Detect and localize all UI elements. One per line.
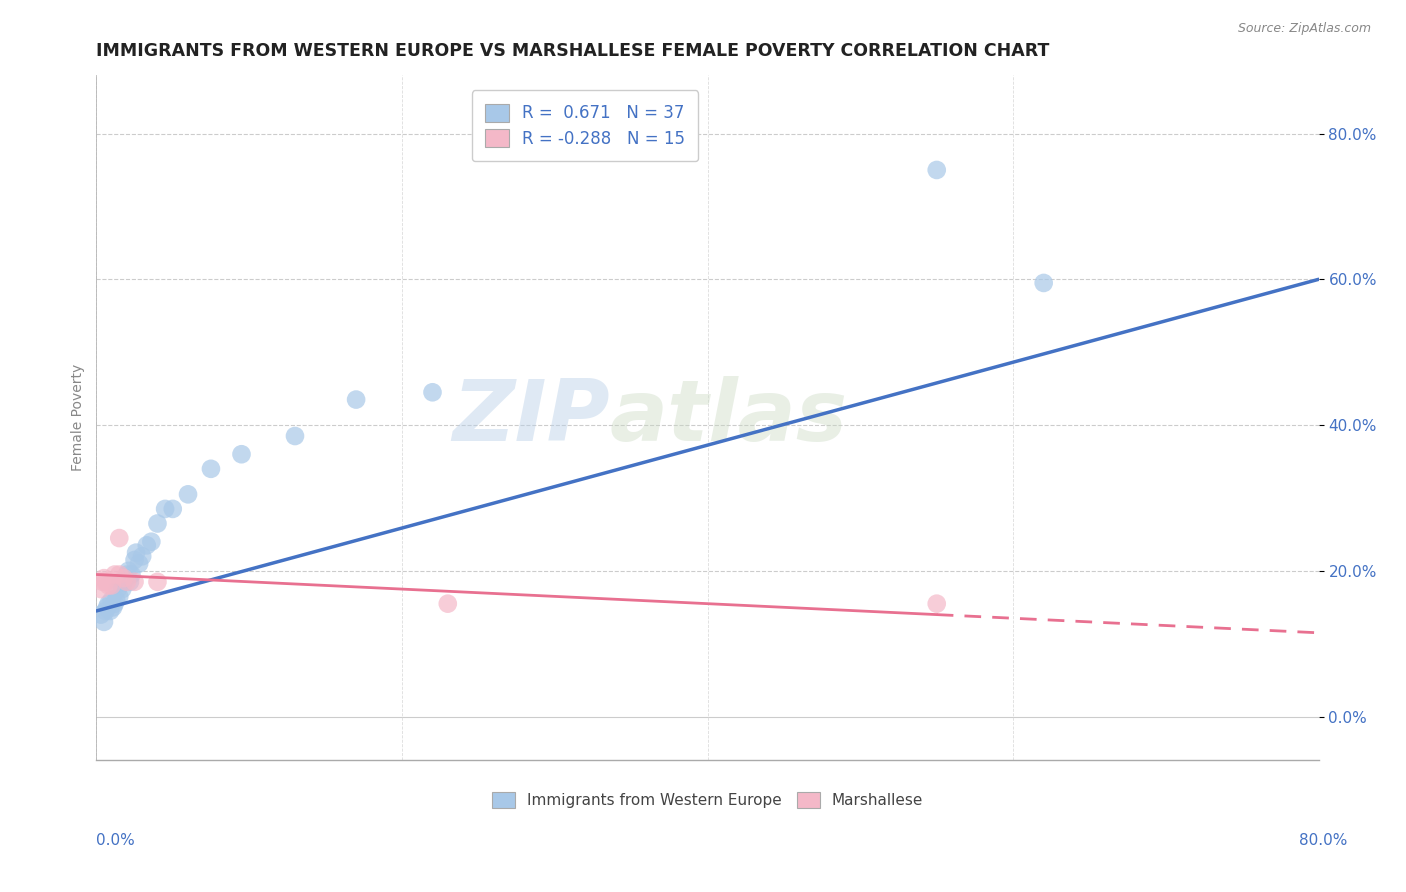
- Point: [146, 574, 169, 589]
- Point: [117, 564, 139, 578]
- Y-axis label: Female Poverty: Female Poverty: [72, 364, 86, 471]
- Text: atlas: atlas: [610, 376, 848, 459]
- Point: [108, 531, 131, 545]
- Point: [141, 534, 163, 549]
- Point: [125, 546, 148, 560]
- Point: [112, 571, 135, 585]
- Point: [177, 487, 200, 501]
- Point: [108, 590, 131, 604]
- Point: [124, 574, 146, 589]
- Point: [110, 574, 132, 589]
- Point: [146, 516, 169, 531]
- Point: [128, 557, 150, 571]
- Point: [101, 600, 124, 615]
- Point: [118, 574, 141, 589]
- Point: [135, 538, 157, 552]
- Point: [104, 597, 127, 611]
- Point: [108, 567, 131, 582]
- Point: [153, 502, 176, 516]
- Point: [97, 597, 120, 611]
- Point: [96, 600, 118, 615]
- Point: [107, 582, 129, 596]
- Legend: Immigrants from Western Europe, Marshallese: Immigrants from Western Europe, Marshall…: [485, 786, 929, 814]
- Point: [93, 571, 115, 585]
- Point: [1032, 276, 1054, 290]
- Point: [90, 607, 112, 622]
- Point: [422, 385, 444, 400]
- Point: [98, 604, 121, 618]
- Point: [94, 604, 117, 618]
- Point: [115, 567, 138, 582]
- Point: [284, 429, 307, 443]
- Text: 80.0%: 80.0%: [1299, 833, 1347, 847]
- Point: [124, 553, 146, 567]
- Point: [97, 578, 120, 592]
- Point: [436, 597, 458, 611]
- Text: Source: ZipAtlas.com: Source: ZipAtlas.com: [1237, 22, 1371, 36]
- Point: [90, 582, 112, 596]
- Point: [105, 593, 128, 607]
- Point: [91, 574, 114, 589]
- Point: [162, 502, 184, 516]
- Point: [231, 447, 253, 461]
- Point: [344, 392, 367, 407]
- Point: [131, 549, 153, 564]
- Point: [114, 571, 136, 585]
- Text: ZIP: ZIP: [453, 376, 610, 459]
- Point: [121, 567, 143, 582]
- Text: IMMIGRANTS FROM WESTERN EUROPE VS MARSHALLESE FEMALE POVERTY CORRELATION CHART: IMMIGRANTS FROM WESTERN EUROPE VS MARSHA…: [97, 42, 1050, 60]
- Point: [925, 163, 948, 178]
- Point: [112, 574, 135, 589]
- Point: [100, 593, 122, 607]
- Point: [104, 567, 127, 582]
- Point: [94, 574, 117, 589]
- Point: [100, 578, 122, 592]
- Point: [93, 615, 115, 629]
- Point: [200, 462, 222, 476]
- Text: 0.0%: 0.0%: [96, 833, 135, 847]
- Point: [111, 582, 134, 596]
- Point: [115, 574, 138, 589]
- Point: [925, 597, 948, 611]
